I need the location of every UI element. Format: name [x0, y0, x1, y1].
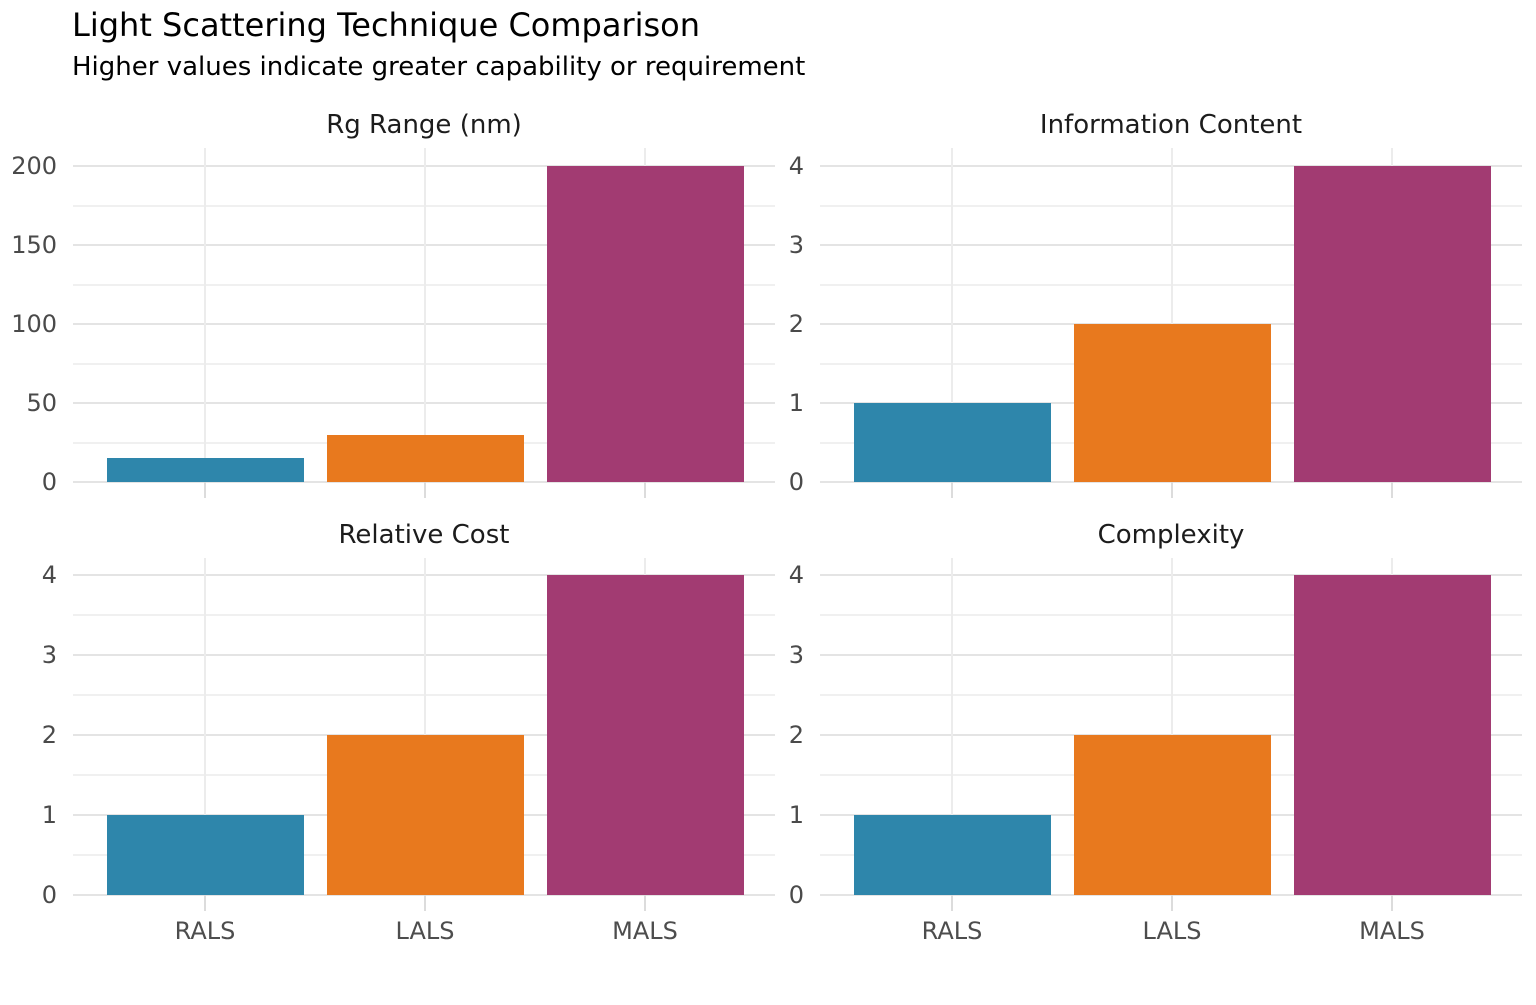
bar-mals	[546, 166, 744, 482]
bar-rals	[853, 815, 1051, 895]
plot-area	[73, 148, 775, 483]
y-tick-label: 4	[788, 152, 804, 180]
subplot-title: Complexity	[1097, 520, 1245, 550]
y-tick-label: 1	[788, 801, 804, 829]
x-tick-mark	[1171, 895, 1173, 911]
x-tick-label-lals: LALS	[1142, 917, 1202, 945]
gridline-vertical	[1171, 148, 1173, 482]
y-tick-label: 4	[788, 561, 804, 589]
x-tick-mark	[1171, 482, 1173, 498]
plot-area	[820, 148, 1522, 483]
x-tick-mark	[424, 482, 426, 498]
x-tick-mark	[204, 482, 206, 498]
y-tick-label: 150	[11, 231, 57, 259]
figure-title: Light Scattering Technique Comparison	[72, 6, 701, 44]
subplot-title: Relative Cost	[338, 520, 510, 550]
bar-rals	[106, 815, 304, 895]
y-tick-label: 1	[788, 389, 804, 417]
y-tick-label: 2	[788, 721, 804, 749]
bar-mals	[1293, 166, 1491, 482]
y-tick-label: 200	[11, 152, 57, 180]
gridline-vertical	[1171, 558, 1173, 895]
x-tick-mark	[644, 482, 646, 498]
plot-area	[820, 558, 1522, 896]
bar-mals	[1293, 575, 1491, 895]
gridline-vertical	[951, 148, 953, 482]
subplot-relative-cost: Relative Cost 0 1 2 3 4 RALS LALS MALS	[0, 518, 775, 1005]
y-tick-label: 100	[11, 310, 57, 338]
y-tick-label: 1	[41, 801, 57, 829]
subplot-title: Rg Range (nm)	[326, 110, 522, 140]
bar-lals	[1073, 735, 1271, 895]
gridline-vertical	[424, 558, 426, 895]
bar-mals	[546, 575, 744, 895]
bar-lals	[1073, 324, 1271, 482]
x-tick-mark	[204, 895, 206, 911]
subplot-information-content: Information Content 0 1 2 3 4	[747, 108, 1522, 592]
x-tick-mark	[951, 895, 953, 911]
x-tick-label-rals: RALS	[174, 917, 236, 945]
x-tick-label-lals: LALS	[395, 917, 455, 945]
bar-rals	[106, 458, 304, 482]
y-tick-label: 3	[41, 641, 57, 669]
y-tick-label: 4	[41, 561, 57, 589]
x-tick-label-mals: MALS	[1359, 917, 1425, 945]
y-tick-label: 50	[26, 389, 57, 417]
x-tick-mark	[1391, 482, 1393, 498]
y-tick-label: 2	[788, 310, 804, 338]
gridline-vertical	[204, 558, 206, 895]
y-tick-label: 0	[41, 468, 57, 496]
x-tick-mark	[644, 895, 646, 911]
y-tick-label: 3	[788, 231, 804, 259]
gridline-vertical	[424, 148, 426, 482]
subplot-title: Information Content	[1039, 110, 1303, 140]
y-tick-label: 0	[788, 468, 804, 496]
x-tick-mark	[951, 482, 953, 498]
x-tick-mark	[1391, 895, 1393, 911]
subplot-rg-range: Rg Range (nm) 0 50 100 150 200	[0, 108, 775, 592]
plot-area	[73, 558, 775, 896]
bar-lals	[326, 735, 524, 895]
x-tick-label-rals: RALS	[921, 917, 983, 945]
y-tick-label: 2	[41, 721, 57, 749]
figure-subtitle: Higher values indicate greater capabilit…	[72, 52, 806, 82]
gridline-vertical	[951, 558, 953, 895]
x-tick-mark	[424, 895, 426, 911]
subplot-complexity: Complexity 0 1 2 3 4 RALS LALS MALS	[747, 518, 1522, 1005]
x-tick-label-mals: MALS	[612, 917, 678, 945]
y-tick-label: 3	[788, 641, 804, 669]
bar-rals	[853, 403, 1051, 482]
bar-lals	[326, 434, 524, 482]
y-tick-label: 0	[41, 881, 57, 909]
y-tick-label: 0	[788, 881, 804, 909]
gridline-vertical	[204, 148, 206, 482]
